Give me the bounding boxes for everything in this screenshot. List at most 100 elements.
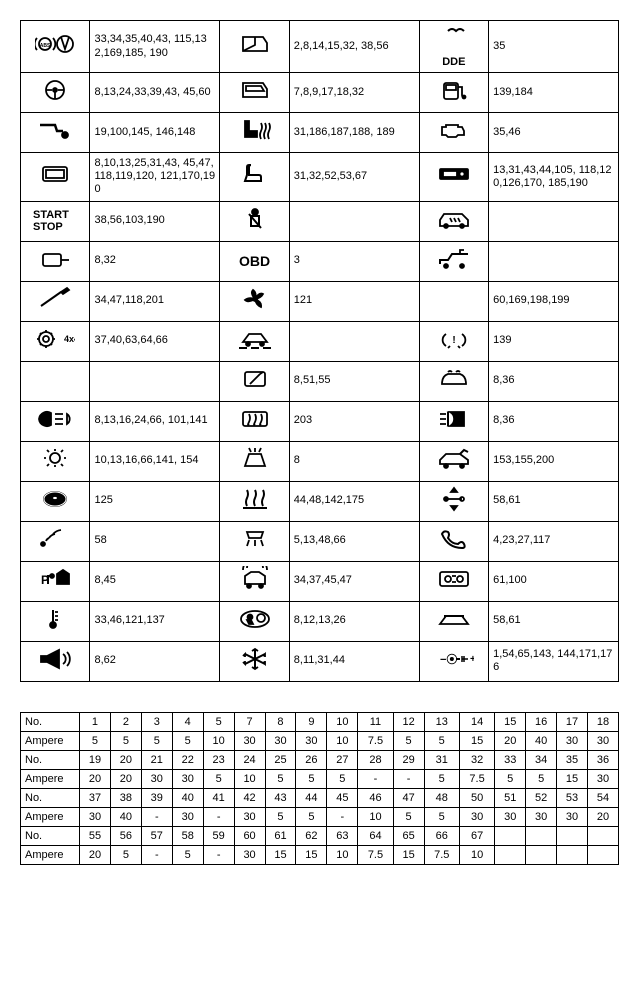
icon-cell-obd: OBD bbox=[220, 241, 289, 281]
page-ref-cell: 33,34,35,40,43, 115,132,169,185, 190 bbox=[90, 21, 220, 73]
fuse-cell: 63 bbox=[327, 826, 358, 845]
icon-cell-tailgate bbox=[419, 441, 488, 481]
fuse-cell: 20 bbox=[80, 845, 111, 864]
fuse-cell: 5 bbox=[296, 807, 327, 826]
fuse-cell: 15 bbox=[459, 731, 494, 750]
icon-cell-car-lane bbox=[220, 321, 289, 361]
fuse-cell: 5 bbox=[203, 769, 234, 788]
fuse-cell: 21 bbox=[141, 750, 172, 769]
page-ref-cell: 8,12,13,26 bbox=[289, 601, 419, 641]
svg-text:4x4: 4x4 bbox=[64, 334, 75, 344]
fuse-cell: 7.5 bbox=[459, 769, 494, 788]
icon-cell-rear-wiper bbox=[220, 361, 289, 401]
fuse-cell: 20 bbox=[110, 750, 141, 769]
fuse-cell: 37 bbox=[80, 788, 111, 807]
fuse-cell: 15 bbox=[557, 769, 588, 788]
page-ref-cell: 8,36 bbox=[489, 401, 619, 441]
fuse-cell: 42 bbox=[234, 788, 265, 807]
icon-cell-airbag bbox=[220, 601, 289, 641]
fuse-cell: 50 bbox=[459, 788, 494, 807]
fuse-cell: 58 bbox=[172, 826, 203, 845]
page-ref-cell: 139 bbox=[489, 321, 619, 361]
svg-text:+: + bbox=[470, 654, 474, 665]
fuse-cell: 66 bbox=[424, 826, 459, 845]
fuse-cell: 22 bbox=[172, 750, 203, 769]
fuse-cell: 53 bbox=[557, 788, 588, 807]
fuse-cell: 17 bbox=[557, 712, 588, 731]
fuse-cell: 2 bbox=[110, 712, 141, 731]
page-ref-cell: 4,23,27,117 bbox=[489, 521, 619, 561]
page-ref-cell: 8,45 bbox=[90, 561, 220, 601]
page-ref-cell: 31,32,52,53,67 bbox=[289, 153, 419, 202]
fuse-cell: 46 bbox=[358, 788, 393, 807]
icon-cell-towbar bbox=[21, 113, 90, 153]
page-ref-cell: 58,61 bbox=[489, 481, 619, 521]
page-ref-cell: 33,46,121,137 bbox=[90, 601, 220, 641]
icon-cell-door-open bbox=[220, 21, 289, 73]
page-ref-cell: 1,54,65,143, 144,171,176 bbox=[489, 641, 619, 681]
fuse-cell: - bbox=[141, 845, 172, 864]
page-ref-cell: 34,47,118,201 bbox=[90, 281, 220, 321]
fuse-row: No.3738394041424344454647485051525354 bbox=[21, 788, 619, 807]
fuse-cell: 10 bbox=[358, 807, 393, 826]
fuse-row-label: No. bbox=[21, 826, 80, 845]
fuse-cell: 44 bbox=[296, 788, 327, 807]
svg-text:!: ! bbox=[452, 335, 455, 346]
icon-cell-defrost-front bbox=[419, 361, 488, 401]
page-ref-cell: 8,51,55 bbox=[289, 361, 419, 401]
page-ref-cell: 3 bbox=[289, 241, 419, 281]
page-ref-cell: 34,37,45,47 bbox=[289, 561, 419, 601]
icon-cell-fog-rear bbox=[419, 401, 488, 441]
icon-cell-fan bbox=[220, 281, 289, 321]
icon-reference-table: ABS33,34,35,40,43, 115,132,169,185, 190 2… bbox=[20, 20, 619, 682]
fuse-cell: 30 bbox=[526, 807, 557, 826]
page-ref-cell: 13,31,43,44,105, 118,120,126,170, 185,19… bbox=[489, 153, 619, 202]
fuse-cell: 19 bbox=[80, 750, 111, 769]
fuse-cell: 32 bbox=[459, 750, 494, 769]
page-ref-cell: 125 bbox=[90, 481, 220, 521]
fuse-cell: 10 bbox=[459, 845, 494, 864]
fuse-cell bbox=[557, 826, 588, 845]
fuse-cell: 5 bbox=[424, 807, 459, 826]
fuse-cell: - bbox=[358, 769, 393, 788]
page-ref-cell: 8,13,24,33,39,43, 45,60 bbox=[90, 73, 220, 113]
fuse-cell: 30 bbox=[234, 731, 265, 750]
fuse-cell: 7.5 bbox=[358, 845, 393, 864]
icon-cell-headlight bbox=[21, 401, 90, 441]
icon-row: STARTSTOP38,56,103,190 bbox=[21, 201, 619, 241]
fuse-cell: 5 bbox=[172, 731, 203, 750]
fuse-cell: 33 bbox=[495, 750, 526, 769]
fuse-cell: 40 bbox=[526, 731, 557, 750]
fuse-cell: 5 bbox=[265, 769, 296, 788]
icon-cell-battery-plug: −⦿+ bbox=[419, 641, 488, 681]
page-ref-cell: 8 bbox=[289, 441, 419, 481]
fuse-cell bbox=[588, 845, 619, 864]
fuse-cell: 7.5 bbox=[424, 845, 459, 864]
fuse-cell: 30 bbox=[234, 807, 265, 826]
icon-row: 585,13,48,664,23,27,117 bbox=[21, 521, 619, 561]
icon-cell-fuel bbox=[419, 73, 488, 113]
icon-cell-blank bbox=[21, 361, 90, 401]
icon-cell-dashboard bbox=[419, 561, 488, 601]
fuse-cell: 5 bbox=[172, 845, 203, 864]
icon-cell-engine bbox=[419, 113, 488, 153]
icon-cell-blank bbox=[419, 281, 488, 321]
fuse-row-label: Ampere bbox=[21, 807, 80, 826]
fuse-cell: 26 bbox=[296, 750, 327, 769]
icon-cell-abs-warning: ABS bbox=[21, 21, 90, 73]
icon-row: 8,13,16,24,66, 101,1412038,36 bbox=[21, 401, 619, 441]
icon-row: 4x437,40,63,64,66!139 bbox=[21, 321, 619, 361]
page-ref-cell: 2,8,14,15,32, 38,56 bbox=[289, 21, 419, 73]
fuse-cell: 52 bbox=[526, 788, 557, 807]
fuse-cell: 5 bbox=[110, 845, 141, 864]
fuse-cell bbox=[588, 826, 619, 845]
fuse-cell: 34 bbox=[526, 750, 557, 769]
fuse-cell: 30 bbox=[296, 731, 327, 750]
page-ref-cell: 7,8,9,17,18,32 bbox=[289, 73, 419, 113]
icon-cell-sensor bbox=[21, 521, 90, 561]
fuse-cell: 13 bbox=[424, 712, 459, 731]
fuse-cell: - bbox=[203, 807, 234, 826]
icon-cell-display bbox=[21, 153, 90, 202]
fuse-cell: 43 bbox=[265, 788, 296, 807]
fuse-row: Ampere20203030510555--57.5551530 bbox=[21, 769, 619, 788]
